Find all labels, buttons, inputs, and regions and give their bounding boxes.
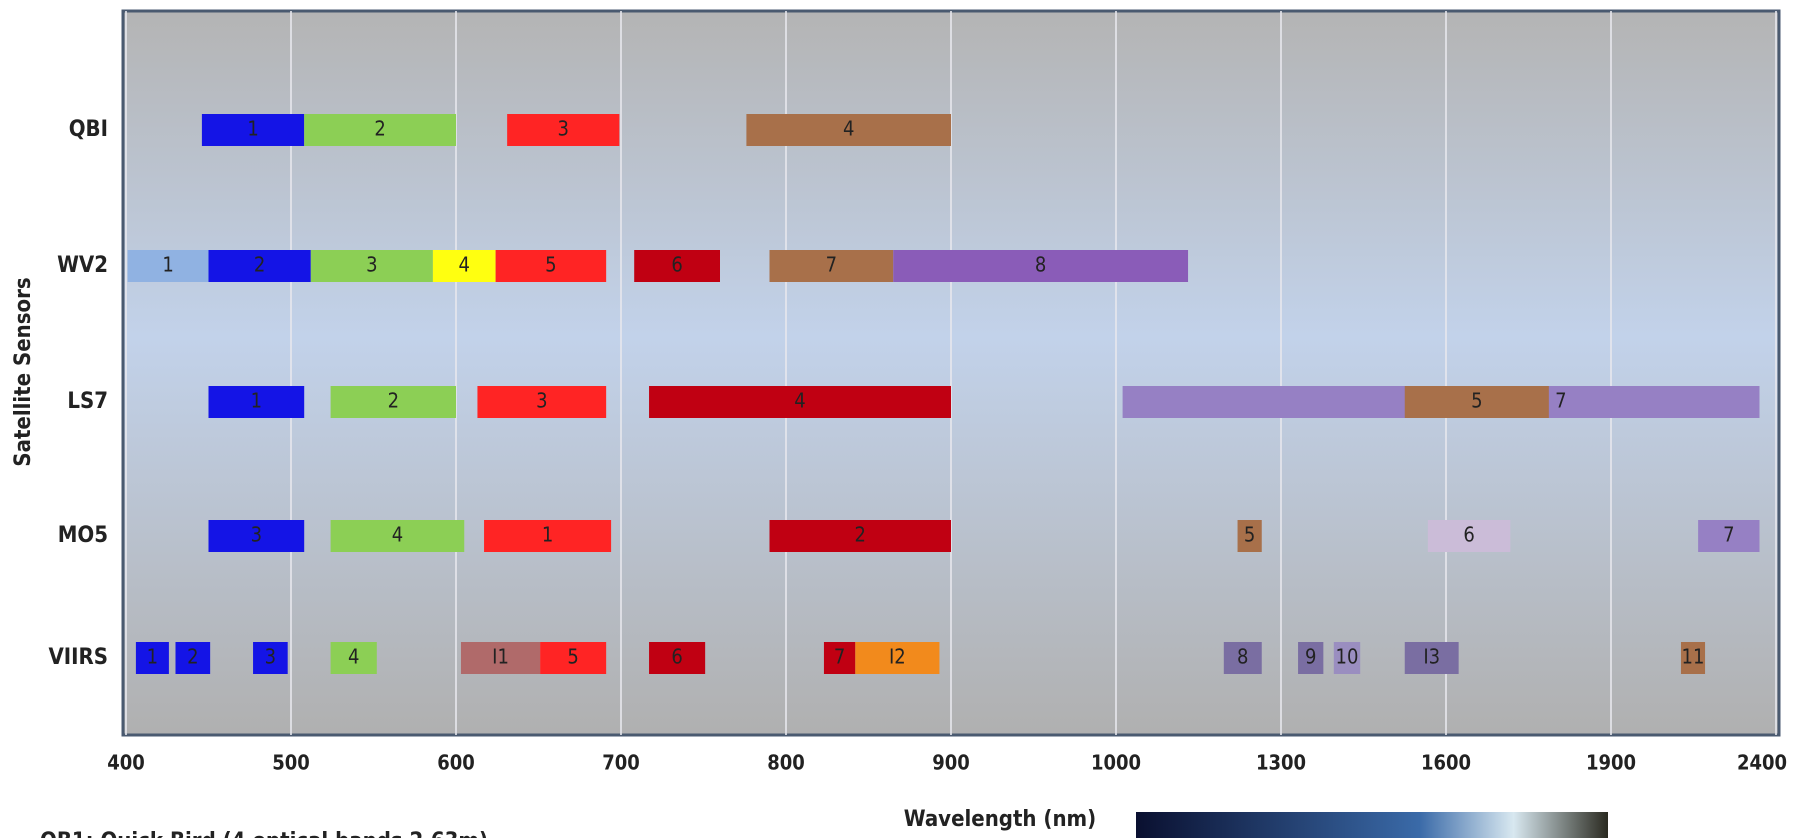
band-label: 6 [671, 645, 682, 669]
band-label: 6 [671, 253, 682, 277]
x-tick-label: 600 [437, 751, 475, 775]
note: QB1: Quick Bird (4 optical bands 2.63m) [40, 829, 488, 838]
x-tick-label: 1900 [1586, 751, 1636, 775]
band-label: 2 [388, 389, 399, 413]
band-label: I3 [1423, 645, 1440, 669]
band-label: I2 [889, 645, 906, 669]
x-tick-label: 900 [932, 751, 970, 775]
photo [1136, 812, 1608, 838]
band-label: 3 [366, 253, 377, 277]
band-label: 2 [187, 645, 198, 669]
band-label: 3 [265, 645, 276, 669]
band-label: 7 [1723, 523, 1734, 547]
band-label: 5 [545, 253, 556, 277]
category-label: WV2 [57, 253, 108, 278]
band-label: 1 [542, 523, 553, 547]
band-label: 3 [536, 389, 547, 413]
band-label: 4 [794, 389, 805, 413]
category-label: VIIRS [48, 645, 108, 670]
band-label: 2 [254, 253, 265, 277]
band-label: 9 [1305, 645, 1316, 669]
band-label: 1 [162, 253, 173, 277]
band-label: I1 [492, 645, 509, 669]
x-tick-label: 1000 [1091, 751, 1141, 775]
band-label: 2 [374, 117, 385, 141]
band-label: 1 [251, 389, 262, 413]
band-label: 1 [247, 117, 258, 141]
x-tick-label: 700 [602, 751, 640, 775]
band-label: 10 [1336, 645, 1359, 669]
band-label: 11 [1682, 645, 1705, 669]
band-label: 5 [1471, 389, 1482, 413]
category-label: QBI [69, 117, 108, 142]
x-tick-label: 800 [767, 751, 805, 775]
band-label: 3 [558, 117, 569, 141]
category-label: LS7 [67, 389, 108, 414]
band-label: 7 [1555, 389, 1566, 413]
category-label: MO5 [58, 523, 108, 548]
band-label: 4 [459, 253, 470, 277]
band-label: 8 [1237, 645, 1248, 669]
band-label: 8 [1035, 253, 1046, 277]
band-label: 5 [1244, 523, 1255, 547]
band-label: 7 [826, 253, 837, 277]
band-label: 3 [251, 523, 262, 547]
x-tick-label: 2400 [1737, 751, 1787, 775]
band-label: 4 [348, 645, 359, 669]
band-label: 1 [147, 645, 158, 669]
chart: 400 500 600 700 800 900 1000 1300 1600 1900 2400 Q… [0, 0, 1800, 838]
x-tick-label: 500 [272, 751, 310, 775]
x-tick-label: 1600 [1421, 751, 1471, 775]
band-label: 5 [567, 645, 578, 669]
y-axis-label: Satellite Sensors [11, 277, 36, 466]
band-label: 2 [855, 523, 866, 547]
x-tick-label: 1300 [1256, 751, 1306, 775]
band-label: 6 [1463, 523, 1474, 547]
x-axis-label: Wavelength (nm) [904, 807, 1096, 832]
band-label: 4 [392, 523, 403, 547]
band-label: 4 [843, 117, 854, 141]
x-tick-label: 400 [107, 751, 145, 775]
band-label: 7 [834, 645, 845, 669]
